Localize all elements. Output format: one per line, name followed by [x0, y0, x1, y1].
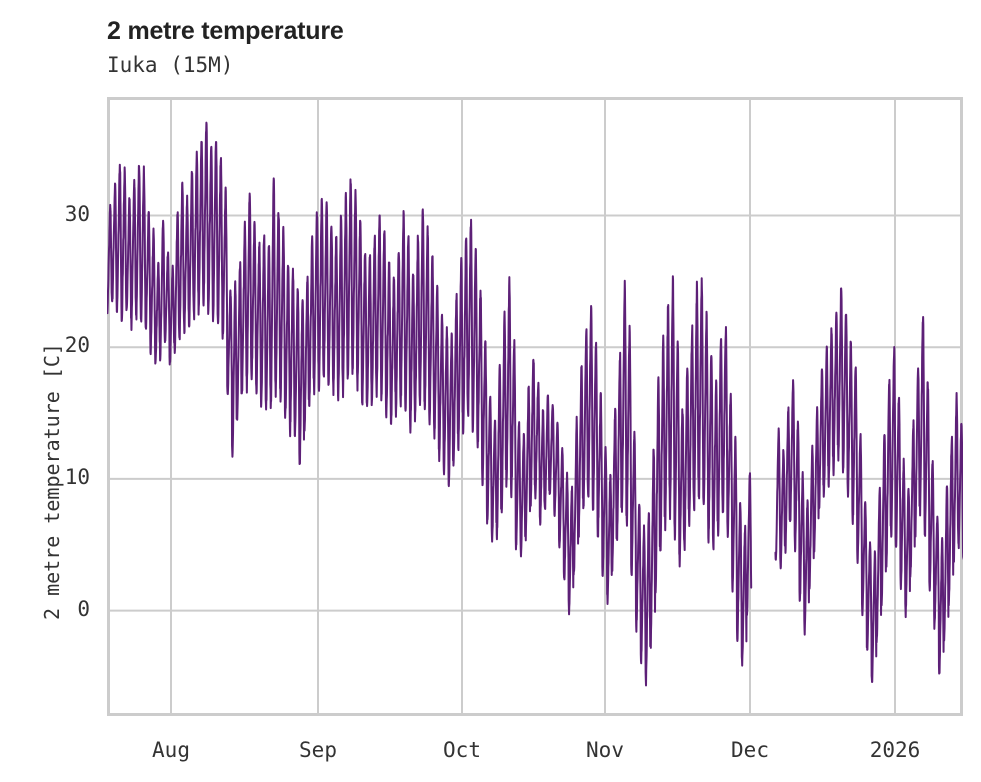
page-title: 2 metre temperature: [107, 17, 344, 45]
x-tick-label-dec: Dec: [731, 738, 769, 762]
x-tick-label-oct: Oct: [443, 738, 481, 762]
temperature-line: [107, 121, 753, 687]
x-tick-label-2026: 2026: [869, 738, 921, 762]
x-tick-label-sep: Sep: [299, 738, 337, 762]
y-tick-label-20: 20: [64, 333, 90, 358]
plot-canvas: [107, 97, 963, 716]
temperature-line: [774, 287, 963, 684]
x-tick-label-nov: Nov: [586, 738, 624, 762]
y-tick-label-0: 0: [77, 596, 90, 621]
y-tick-label-30: 30: [64, 201, 90, 226]
y-tick-label-10: 10: [64, 464, 90, 489]
temperature-series: [107, 121, 963, 687]
chart-subtitle: Iuka (15M): [107, 53, 234, 77]
x-tick-label-aug: Aug: [152, 738, 190, 762]
